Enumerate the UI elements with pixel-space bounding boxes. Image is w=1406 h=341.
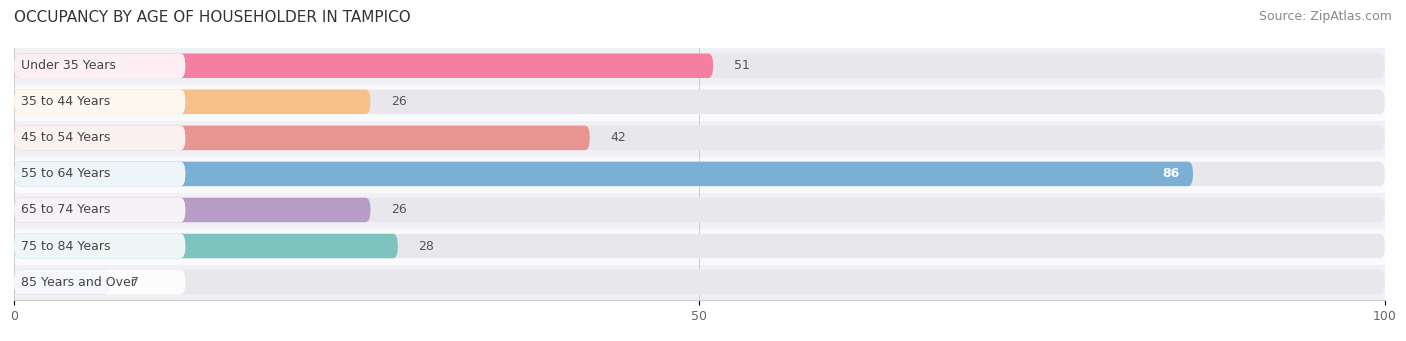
- FancyBboxPatch shape: [14, 198, 371, 222]
- Bar: [14, 156, 1385, 192]
- Text: 85 Years and Over: 85 Years and Over: [21, 276, 136, 288]
- FancyBboxPatch shape: [14, 125, 1385, 150]
- Bar: [14, 228, 1385, 264]
- FancyBboxPatch shape: [14, 54, 713, 78]
- FancyBboxPatch shape: [14, 198, 186, 222]
- Text: 51: 51: [734, 59, 749, 72]
- FancyBboxPatch shape: [14, 198, 1385, 222]
- FancyBboxPatch shape: [14, 90, 186, 114]
- FancyBboxPatch shape: [14, 234, 1385, 258]
- Text: 75 to 84 Years: 75 to 84 Years: [21, 239, 111, 252]
- FancyBboxPatch shape: [14, 54, 1385, 78]
- FancyBboxPatch shape: [14, 90, 371, 114]
- Text: Under 35 Years: Under 35 Years: [21, 59, 115, 72]
- Text: 26: 26: [391, 204, 406, 217]
- Text: 86: 86: [1161, 167, 1180, 180]
- Text: 55 to 64 Years: 55 to 64 Years: [21, 167, 110, 180]
- Bar: [14, 48, 1385, 84]
- Bar: [14, 264, 1385, 300]
- Text: Source: ZipAtlas.com: Source: ZipAtlas.com: [1258, 10, 1392, 23]
- FancyBboxPatch shape: [14, 270, 186, 294]
- Bar: [14, 84, 1385, 120]
- FancyBboxPatch shape: [14, 125, 591, 150]
- FancyBboxPatch shape: [14, 270, 110, 294]
- FancyBboxPatch shape: [14, 90, 1385, 114]
- FancyBboxPatch shape: [14, 125, 186, 150]
- Bar: [14, 192, 1385, 228]
- Text: 7: 7: [131, 276, 139, 288]
- FancyBboxPatch shape: [14, 162, 186, 186]
- Text: 28: 28: [419, 239, 434, 252]
- Text: 35 to 44 Years: 35 to 44 Years: [21, 95, 110, 108]
- FancyBboxPatch shape: [14, 270, 1385, 294]
- FancyBboxPatch shape: [14, 54, 186, 78]
- Bar: [14, 120, 1385, 156]
- Text: OCCUPANCY BY AGE OF HOUSEHOLDER IN TAMPICO: OCCUPANCY BY AGE OF HOUSEHOLDER IN TAMPI…: [14, 10, 411, 25]
- FancyBboxPatch shape: [14, 162, 1192, 186]
- Text: 42: 42: [610, 131, 626, 144]
- Text: 65 to 74 Years: 65 to 74 Years: [21, 204, 110, 217]
- Text: 26: 26: [391, 95, 406, 108]
- FancyBboxPatch shape: [14, 162, 1385, 186]
- FancyBboxPatch shape: [14, 234, 398, 258]
- Text: 45 to 54 Years: 45 to 54 Years: [21, 131, 110, 144]
- FancyBboxPatch shape: [14, 234, 186, 258]
